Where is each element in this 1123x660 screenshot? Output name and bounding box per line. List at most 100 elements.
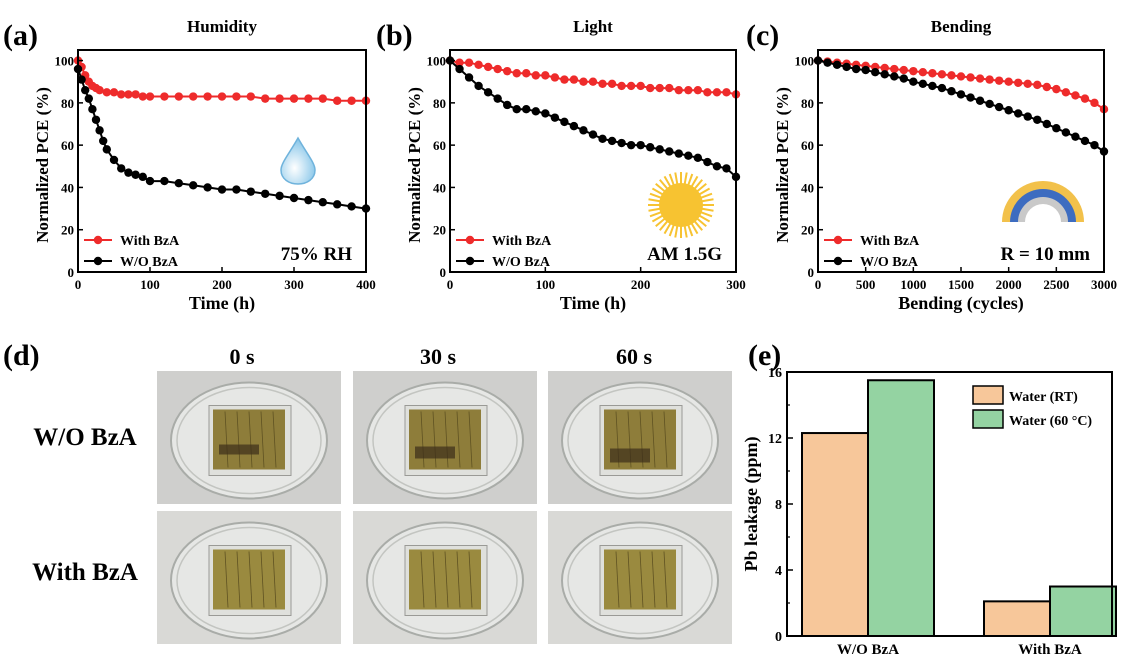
data-point <box>937 70 947 79</box>
bar <box>867 379 935 637</box>
data-point <box>626 140 636 150</box>
sun-ray <box>697 187 711 196</box>
data-point <box>138 172 147 182</box>
perovskite-film <box>409 549 481 610</box>
data-point <box>674 149 683 158</box>
data-point <box>333 96 342 105</box>
film-scribe-line <box>236 551 241 608</box>
data-point <box>275 191 284 201</box>
data-point <box>138 92 147 101</box>
data-point <box>77 75 86 84</box>
legend-swatch-marker <box>93 235 103 245</box>
chart-title: Humidity <box>187 17 257 36</box>
y-tick-label: 100 <box>427 54 447 69</box>
data-point <box>956 90 966 99</box>
data-point <box>598 79 607 89</box>
data-point <box>665 147 674 156</box>
film-scribe-line <box>248 551 253 608</box>
data-point <box>899 65 908 75</box>
data-point <box>636 81 645 91</box>
y-axis-label: Normalized PCE (%) <box>773 87 792 243</box>
y-tick-label: 80 <box>61 96 74 111</box>
data-point <box>928 69 937 78</box>
y-tick-label: 8 <box>775 498 782 513</box>
sun-ray <box>663 175 672 189</box>
petri-dish-rim <box>176 386 322 495</box>
data-point <box>124 90 133 99</box>
x-tick-label: With BzA <box>1018 642 1082 658</box>
data-point <box>304 195 313 205</box>
data-point <box>95 126 104 135</box>
data-point <box>464 58 474 67</box>
photo-with-bza-1 <box>353 511 537 644</box>
data-point <box>1004 77 1013 86</box>
data-point <box>145 92 155 101</box>
legend-label: W/O BzA <box>492 255 551 270</box>
data-point <box>261 94 270 103</box>
sun-ray <box>683 224 688 238</box>
data-point <box>937 83 947 93</box>
film-scribe-line <box>420 551 425 608</box>
degraded-region <box>610 448 650 463</box>
data-point <box>131 170 140 179</box>
film-scribe-line <box>456 551 461 608</box>
petri-dish-rim <box>567 386 713 495</box>
data-point <box>289 193 299 203</box>
data-point <box>569 75 579 84</box>
data-point <box>95 85 104 95</box>
sun-ray <box>649 210 663 218</box>
sun-ray <box>651 187 665 196</box>
y-tick-label: 40 <box>433 180 446 195</box>
photo-column-header-30s: 30 s <box>420 344 457 369</box>
data-point <box>160 92 169 101</box>
chart-annotation: 75% RH <box>281 244 352 265</box>
data-point <box>918 68 928 77</box>
degraded-region <box>415 446 455 459</box>
sun-ray <box>655 217 667 227</box>
chart-annotation: AM 1.5G <box>647 244 722 265</box>
photo-column-header-60s: 60 s <box>616 344 653 369</box>
sun-ray <box>683 172 688 186</box>
data-point <box>842 62 851 72</box>
x-tick-label: 2000 <box>996 277 1022 292</box>
data-point <box>579 126 588 135</box>
legend-label: W/O BzA <box>860 255 919 270</box>
y-tick-label: 0 <box>775 630 782 645</box>
data-point <box>1042 119 1052 129</box>
sun-ray <box>651 214 665 223</box>
water-droplet-icon <box>280 136 316 185</box>
data-point <box>541 71 550 80</box>
data-point <box>1004 106 1013 115</box>
data-point <box>1033 115 1042 124</box>
data-point <box>655 145 664 154</box>
data-point <box>712 88 722 97</box>
data-point <box>493 64 502 74</box>
plot-frame <box>449 49 737 273</box>
x-axis-label: Bending (cycles) <box>898 293 1024 314</box>
x-tick-label: 0 <box>447 277 454 292</box>
data-point <box>318 94 327 103</box>
x-tick-label: 100 <box>140 277 160 292</box>
y-tick-label: 20 <box>61 223 74 238</box>
y-axis-label: Normalized PCE (%) <box>33 87 52 243</box>
series-line-with-bza <box>817 59 1105 111</box>
y-tick-label: 20 <box>433 223 446 238</box>
data-point <box>1033 80 1042 90</box>
series-line-with-bza <box>449 59 737 96</box>
sun-ray <box>690 221 699 235</box>
sun-ray <box>695 183 707 193</box>
chart-title: Light <box>573 17 613 36</box>
data-point <box>994 102 1004 112</box>
data-point <box>890 64 899 74</box>
sun-ray <box>700 198 714 203</box>
film-scribe-line <box>663 411 668 468</box>
photo-wo-bza-1 <box>353 371 537 504</box>
film-scribe-line <box>224 551 229 608</box>
legend-label: With BzA <box>120 234 180 249</box>
data-point <box>994 76 1004 85</box>
data-point <box>703 88 712 97</box>
data-point <box>918 79 928 89</box>
data-point <box>861 65 870 75</box>
data-point <box>832 60 842 69</box>
